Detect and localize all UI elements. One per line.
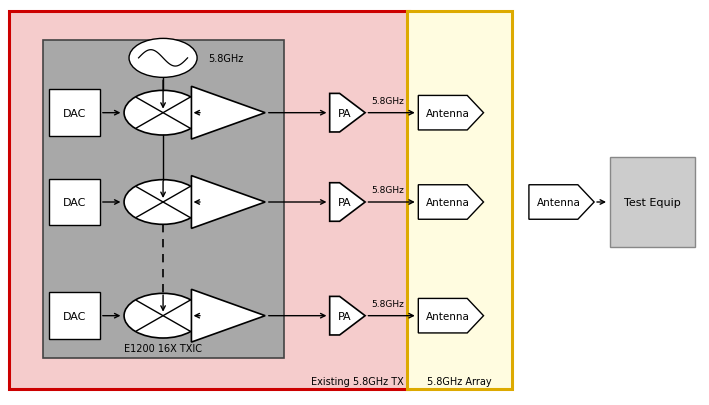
Polygon shape — [191, 176, 265, 229]
Text: PA: PA — [337, 109, 352, 118]
Bar — [49, 179, 100, 226]
Text: Antenna: Antenna — [426, 109, 470, 118]
Text: 5.8GHz: 5.8GHz — [208, 54, 243, 64]
Polygon shape — [330, 296, 365, 335]
Text: Existing 5.8GHz TX: Existing 5.8GHz TX — [311, 375, 404, 386]
Text: DAC: DAC — [63, 109, 86, 118]
Polygon shape — [418, 96, 484, 130]
Text: 5.8GHz: 5.8GHz — [371, 186, 403, 195]
Bar — [49, 292, 100, 339]
Polygon shape — [529, 185, 594, 220]
Text: 5.8GHz: 5.8GHz — [371, 299, 403, 308]
Circle shape — [129, 39, 197, 78]
Polygon shape — [330, 183, 365, 222]
Circle shape — [124, 180, 202, 225]
Text: PA: PA — [337, 311, 352, 321]
Bar — [610, 158, 695, 247]
Polygon shape — [191, 87, 265, 140]
Text: DAC: DAC — [63, 198, 86, 207]
Bar — [9, 12, 409, 389]
Text: 5.8GHz: 5.8GHz — [371, 97, 403, 106]
Polygon shape — [418, 299, 484, 333]
Polygon shape — [191, 290, 265, 342]
Bar — [407, 12, 512, 389]
Bar — [43, 40, 284, 358]
Bar — [49, 90, 100, 136]
Text: E1200 16X TXIC: E1200 16X TXIC — [124, 343, 202, 353]
Text: DAC: DAC — [63, 311, 86, 321]
Circle shape — [124, 91, 202, 136]
Polygon shape — [418, 185, 484, 220]
Text: 5.8GHz Array: 5.8GHz Array — [427, 375, 492, 386]
Text: Test Equip: Test Equip — [624, 198, 681, 207]
Text: PA: PA — [337, 198, 352, 207]
Text: Antenna: Antenna — [537, 198, 581, 207]
Text: Antenna: Antenna — [426, 198, 470, 207]
Polygon shape — [330, 94, 365, 132]
Circle shape — [124, 294, 202, 338]
Text: Antenna: Antenna — [426, 311, 470, 321]
